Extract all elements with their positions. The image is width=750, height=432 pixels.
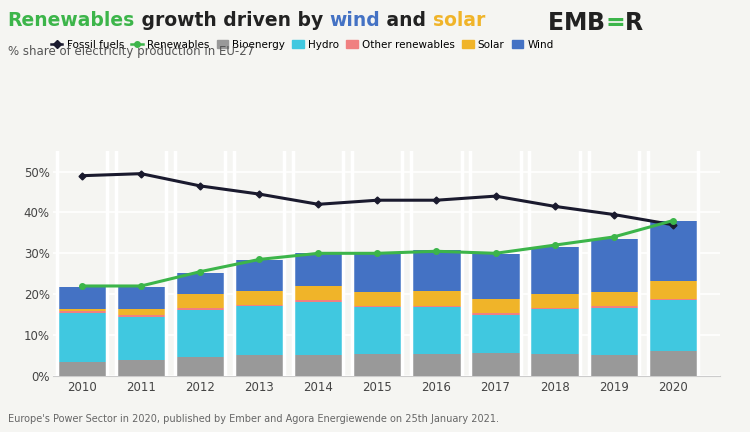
Bar: [175, 294, 225, 308]
Text: =: =: [605, 11, 625, 35]
Bar: [470, 254, 520, 299]
Bar: [411, 307, 461, 354]
Bar: [470, 314, 520, 353]
Bar: [589, 292, 639, 306]
Text: Europe's Power Sector in 2020, published by Ember and Agora Energiewende on 25th: Europe's Power Sector in 2020, published…: [8, 414, 499, 424]
Bar: [589, 308, 639, 355]
Bar: [352, 292, 403, 306]
Bar: [293, 253, 344, 286]
Bar: [234, 260, 284, 291]
Bar: [411, 354, 461, 376]
Bar: [352, 354, 403, 376]
Bar: [530, 294, 580, 308]
Bar: [234, 291, 284, 305]
Bar: [648, 281, 698, 299]
Text: B: B: [587, 11, 605, 35]
Text: R: R: [625, 11, 643, 35]
Bar: [352, 306, 403, 307]
Bar: [352, 253, 403, 292]
Bar: [57, 309, 107, 311]
Bar: [293, 286, 344, 300]
Text: and: and: [380, 11, 433, 30]
Text: M: M: [564, 11, 587, 35]
Bar: [530, 247, 580, 294]
Text: solar: solar: [433, 11, 485, 30]
Bar: [116, 315, 166, 317]
Bar: [234, 356, 284, 376]
Bar: [175, 357, 225, 376]
Bar: [470, 313, 520, 314]
Bar: [116, 309, 166, 315]
Text: wind: wind: [329, 11, 380, 30]
Bar: [234, 305, 284, 306]
Bar: [648, 299, 698, 300]
Bar: [530, 354, 580, 376]
Text: E: E: [548, 11, 564, 35]
Bar: [175, 310, 225, 357]
Bar: [116, 287, 166, 309]
Text: Renewables: Renewables: [8, 11, 135, 30]
Legend: Fossil fuels, Renewables, Bioenergy, Hydro, Other renewables, Solar, Wind: Fossil fuels, Renewables, Bioenergy, Hyd…: [51, 40, 554, 50]
Bar: [116, 359, 166, 376]
Bar: [175, 273, 225, 294]
Text: % share of electricity production in EU-27: % share of electricity production in EU-…: [8, 45, 254, 58]
Bar: [589, 355, 639, 376]
Bar: [293, 302, 344, 355]
Bar: [352, 307, 403, 354]
Bar: [116, 317, 166, 359]
Bar: [293, 355, 344, 376]
Bar: [57, 287, 107, 309]
Bar: [57, 311, 107, 312]
Bar: [589, 239, 639, 292]
Bar: [648, 351, 698, 376]
Bar: [57, 312, 107, 362]
Bar: [411, 291, 461, 305]
Text: growth driven by: growth driven by: [135, 11, 329, 30]
Bar: [648, 222, 698, 281]
Bar: [589, 306, 639, 308]
Bar: [293, 300, 344, 302]
Bar: [57, 362, 107, 376]
Bar: [648, 300, 698, 351]
Bar: [411, 251, 461, 291]
Bar: [530, 308, 580, 309]
Bar: [411, 305, 461, 307]
Bar: [470, 353, 520, 376]
Bar: [530, 309, 580, 354]
Bar: [470, 299, 520, 313]
Bar: [175, 308, 225, 310]
Bar: [234, 306, 284, 356]
